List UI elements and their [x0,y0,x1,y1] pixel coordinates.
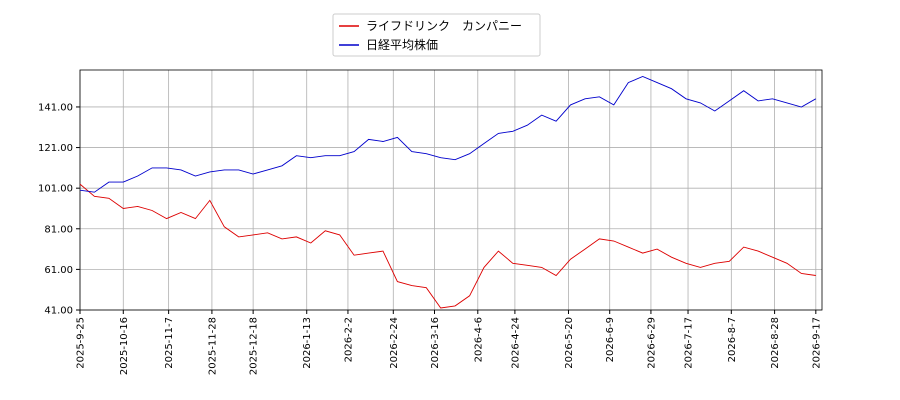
y-tick-label: 41.00 [44,306,73,317]
y-tick-label: 81.00 [44,224,73,235]
x-tick-label: 2026-4-24 [510,317,521,369]
x-tick-label: 2026-3-16 [430,317,441,369]
x-tick-label: 2025-12-18 [249,317,260,375]
x-tick-label: 2026-9-17 [811,317,822,369]
x-tick-label: 2025-10-16 [119,317,130,375]
x-tick-label: 2026-2-24 [389,317,400,369]
y-tick-label: 141.00 [38,102,73,113]
x-tick-label: 2026-6-9 [605,317,616,362]
y-tick-label: 61.00 [44,265,73,276]
x-tick-label: 2025-9-25 [76,317,87,369]
series-line [79,183,816,309]
x-tick-label: 2026-8-7 [727,317,738,362]
legend-box [332,13,541,57]
series-line [79,76,817,193]
x-tick-label: 2026-1-13 [302,317,313,369]
x-tick-label: 2026-7-17 [684,317,695,369]
plot-frame [79,69,823,311]
x-tick-label: 2026-8-28 [770,317,781,369]
x-tick-label: 2026-6-29 [646,317,657,369]
x-tick-label: 2026-5-20 [564,317,575,369]
legend-label: ライフドリンク カンパニー [366,19,522,33]
x-tick-label: 2025-11-28 [207,317,218,375]
x-tick-label: 2026-4-6 [473,317,484,362]
y-tick-label: 121.00 [38,143,73,154]
x-tick-label: 2025-11-7 [164,317,175,369]
legend-label: 日経平均株価 [366,37,438,52]
y-tick-label: 101.00 [38,184,73,195]
x-tick-label: 2026-2-2 [343,317,354,362]
